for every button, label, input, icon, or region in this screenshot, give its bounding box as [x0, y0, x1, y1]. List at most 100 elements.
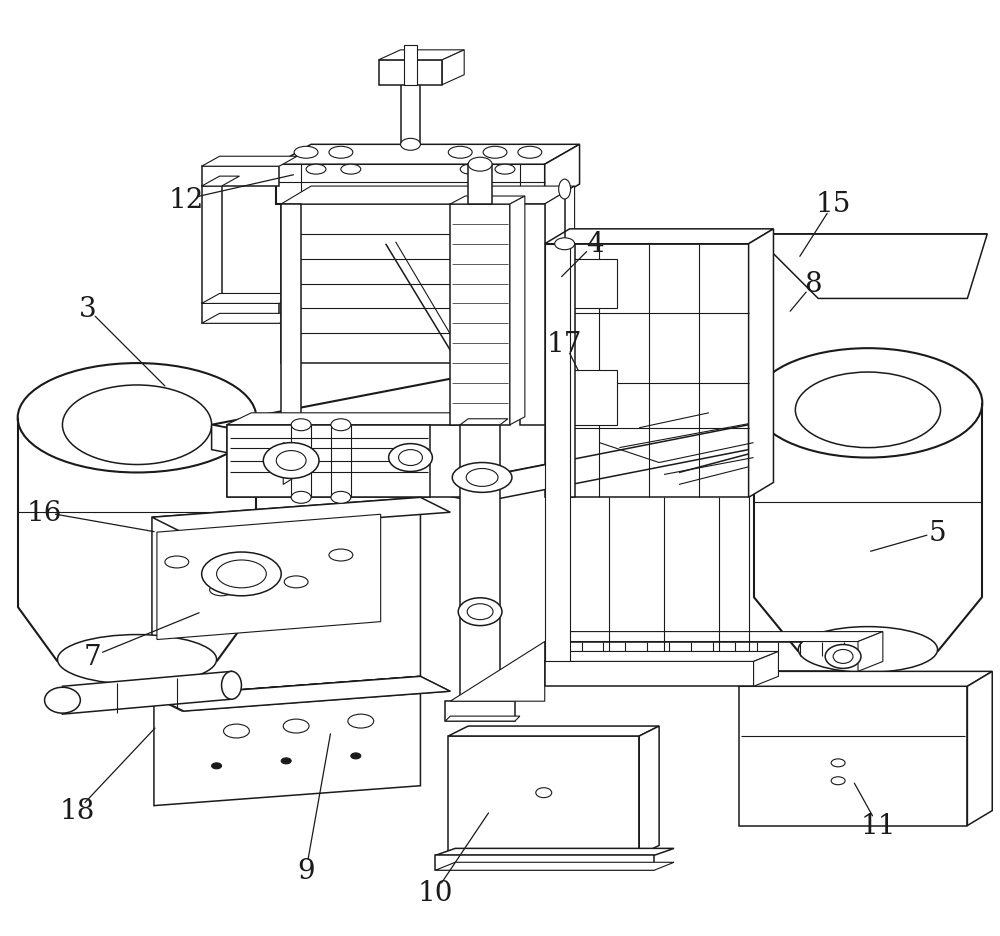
Polygon shape — [281, 205, 545, 364]
Ellipse shape — [466, 469, 498, 487]
Ellipse shape — [224, 724, 249, 739]
Ellipse shape — [329, 147, 353, 159]
Polygon shape — [739, 672, 992, 686]
Ellipse shape — [281, 758, 291, 764]
Ellipse shape — [45, 688, 80, 713]
Polygon shape — [510, 197, 525, 425]
Ellipse shape — [401, 139, 420, 151]
Polygon shape — [545, 244, 749, 498]
Polygon shape — [276, 145, 580, 165]
Polygon shape — [754, 235, 987, 300]
Polygon shape — [283, 465, 299, 485]
Ellipse shape — [62, 386, 212, 465]
Polygon shape — [545, 651, 778, 662]
Ellipse shape — [165, 556, 189, 568]
Polygon shape — [152, 498, 420, 696]
Polygon shape — [435, 848, 674, 856]
Ellipse shape — [329, 549, 353, 562]
Polygon shape — [967, 672, 992, 826]
Ellipse shape — [536, 788, 552, 797]
Text: 7: 7 — [83, 643, 101, 670]
Polygon shape — [858, 632, 883, 672]
Text: 17: 17 — [547, 330, 582, 358]
Polygon shape — [379, 51, 464, 61]
Ellipse shape — [222, 672, 241, 699]
Text: 9: 9 — [297, 856, 315, 884]
Polygon shape — [154, 677, 450, 711]
Text: 18: 18 — [60, 797, 95, 825]
Polygon shape — [450, 205, 510, 425]
Text: 5: 5 — [929, 519, 946, 546]
Ellipse shape — [202, 552, 281, 596]
Polygon shape — [281, 205, 301, 425]
Ellipse shape — [798, 627, 938, 673]
Polygon shape — [460, 425, 500, 701]
Ellipse shape — [351, 753, 361, 759]
Bar — [558, 371, 617, 425]
Text: 15: 15 — [815, 191, 851, 218]
Ellipse shape — [341, 165, 361, 175]
Polygon shape — [276, 165, 545, 205]
Ellipse shape — [483, 147, 507, 159]
Polygon shape — [448, 726, 659, 737]
Polygon shape — [480, 425, 749, 503]
Ellipse shape — [467, 604, 493, 620]
Text: 16: 16 — [27, 499, 62, 526]
Polygon shape — [639, 726, 659, 856]
Ellipse shape — [291, 419, 311, 431]
Ellipse shape — [276, 451, 306, 471]
Polygon shape — [202, 167, 279, 187]
Ellipse shape — [495, 165, 515, 175]
Ellipse shape — [284, 577, 308, 588]
Ellipse shape — [452, 463, 512, 493]
Ellipse shape — [460, 165, 480, 175]
Text: 10: 10 — [418, 879, 453, 906]
Ellipse shape — [468, 158, 492, 172]
Polygon shape — [450, 642, 545, 701]
Ellipse shape — [217, 561, 266, 588]
Ellipse shape — [831, 759, 845, 767]
Polygon shape — [152, 677, 450, 711]
Ellipse shape — [518, 147, 542, 159]
Polygon shape — [283, 443, 299, 465]
Ellipse shape — [57, 635, 217, 684]
Polygon shape — [545, 244, 570, 662]
Ellipse shape — [263, 443, 319, 479]
Polygon shape — [202, 314, 297, 324]
Polygon shape — [202, 177, 239, 187]
Polygon shape — [749, 229, 773, 498]
Polygon shape — [202, 294, 297, 304]
Bar — [401, 80, 420, 145]
Polygon shape — [545, 229, 773, 244]
Polygon shape — [445, 716, 520, 722]
Ellipse shape — [458, 598, 502, 626]
Ellipse shape — [555, 239, 575, 251]
Polygon shape — [154, 677, 420, 806]
Polygon shape — [435, 862, 674, 870]
Polygon shape — [545, 662, 754, 686]
Ellipse shape — [212, 763, 222, 769]
Polygon shape — [281, 187, 575, 205]
Polygon shape — [227, 425, 480, 498]
Polygon shape — [555, 244, 575, 498]
Polygon shape — [545, 187, 575, 364]
Polygon shape — [460, 419, 508, 425]
Polygon shape — [152, 498, 450, 533]
Text: 12: 12 — [169, 186, 204, 213]
Polygon shape — [212, 425, 480, 503]
Ellipse shape — [833, 650, 853, 664]
Ellipse shape — [754, 349, 982, 458]
Bar — [468, 165, 492, 205]
Ellipse shape — [825, 645, 861, 668]
Ellipse shape — [18, 364, 256, 473]
Polygon shape — [435, 856, 654, 870]
Polygon shape — [256, 448, 296, 483]
Ellipse shape — [291, 491, 311, 504]
Text: 3: 3 — [78, 296, 96, 323]
Ellipse shape — [210, 584, 233, 596]
Ellipse shape — [283, 720, 309, 733]
Polygon shape — [202, 304, 279, 324]
Text: 11: 11 — [860, 812, 896, 839]
Ellipse shape — [559, 180, 571, 199]
Polygon shape — [739, 686, 967, 826]
